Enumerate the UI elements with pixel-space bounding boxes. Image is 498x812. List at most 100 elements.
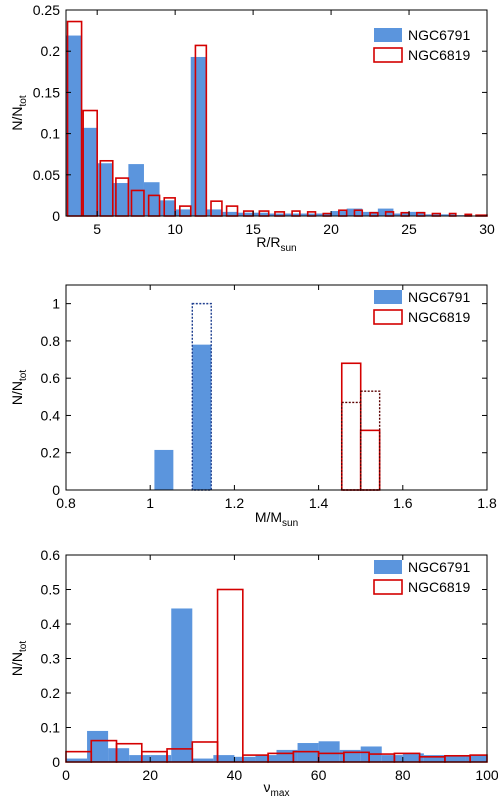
- bar-ngc6791-filled-1: [192, 344, 212, 490]
- x-tick-label: 25: [401, 221, 417, 237]
- y-tick-label: 0: [52, 754, 60, 770]
- y-tick-label: 0.4: [41, 616, 61, 632]
- x-tick-label: 100: [475, 767, 498, 783]
- legend: NGC6791 NGC6819: [373, 27, 470, 63]
- bar-ngc6791-filled-18: [444, 755, 466, 762]
- x-tick-label: 1.8: [477, 495, 497, 511]
- bar-ngc6791-filled-15: [381, 755, 403, 762]
- legend-swatch-ngc6819: [373, 47, 403, 63]
- bar-ngc6819-dotted-outline-0: [341, 401, 362, 491]
- y-tick-label: 0.15: [33, 84, 60, 100]
- x-tick-label: 1.4: [309, 495, 329, 511]
- bar-ngc6791-filled-8: [190, 56, 207, 216]
- bar-ngc6791-filled-1: [87, 730, 109, 762]
- y-tick-label: 0.3: [41, 651, 61, 667]
- y-tick-label: 0: [52, 208, 60, 224]
- bar-ngc6791-filled-1: [81, 127, 98, 216]
- y-tick-label: 0.5: [41, 582, 61, 598]
- bar-ngc6791-filled-12: [318, 741, 340, 762]
- bar-ngc6791-filled-19: [465, 755, 487, 762]
- x-axis-label: M/Msun: [255, 509, 298, 529]
- legend-label-ngc6791: NGC6791: [408, 559, 470, 575]
- chart-panel-3: 0 20 40 60 80 100 0 0.1 0.2 0.3 0.4 0.5 0.6 νmax N/Nto…: [9, 547, 498, 799]
- y-tick-label: 0.6: [41, 547, 61, 563]
- y-tick-label: 0: [52, 482, 60, 498]
- bar-ngc6791-filled-7: [213, 755, 235, 762]
- bar-ngc6791-filled-0: [66, 758, 88, 762]
- legend-label-ngc6819: NGC6819: [408, 579, 470, 595]
- legend-swatch-ngc6819: [373, 579, 403, 595]
- legend-label-ngc6791: NGC6791: [408, 289, 470, 305]
- x-tick-label: 10: [167, 221, 183, 237]
- y-tick-label: 0.1: [41, 720, 61, 736]
- x-tick-label: 80: [395, 767, 411, 783]
- bar-ngc6791-filled-0: [154, 449, 174, 490]
- bar-ngc6791-filled-5: [143, 182, 160, 216]
- bar-ngc6819-outline-1: [359, 429, 381, 491]
- x-tick-label: 15: [245, 221, 261, 237]
- x-tick-label: 1.2: [225, 495, 245, 511]
- bar-ngc6791-filled-10: [221, 211, 238, 216]
- legend-label-ngc6819: NGC6819: [408, 47, 470, 63]
- x-tick-label: 1.6: [393, 495, 413, 511]
- y-tick-label: 0.2: [41, 685, 61, 701]
- bar-ngc6791-filled-12: [253, 212, 269, 216]
- bar-ngc6791-filled-24: [440, 214, 456, 216]
- bar-ngc6791-filled-8: [234, 756, 256, 762]
- x-tick-label: 20: [142, 767, 158, 783]
- legend-swatch-ngc6791: [374, 560, 402, 574]
- x-tick-label: 20: [323, 221, 339, 237]
- bar-ngc6791-filled-3: [129, 755, 151, 762]
- legend-label-ngc6791: NGC6791: [408, 27, 470, 43]
- x-tick-label: 1: [146, 495, 154, 511]
- y-tick-label: 0.05: [33, 167, 60, 183]
- bar-ngc6791-filled-9: [255, 755, 277, 762]
- y-tick-label: 0.25: [33, 2, 60, 18]
- bar-ngc6791-filled-6: [159, 200, 176, 216]
- y-tick-label: 0.1: [41, 126, 61, 142]
- bar-ngc6819-outline-0: [340, 362, 362, 491]
- bar-ngc6791-filled-2: [108, 748, 130, 762]
- x-axis-label: R/Rsun: [256, 234, 296, 254]
- y-axis-label: N/Ntot: [9, 95, 29, 130]
- legend-swatch-ngc6791: [374, 28, 402, 42]
- bar-ngc6791-filled-7: [175, 209, 191, 216]
- legend-swatch-ngc6791: [374, 290, 402, 304]
- y-tick-label: 0.2: [41, 43, 61, 59]
- x-tick-label: 5: [93, 221, 101, 237]
- x-tick-label: 40: [227, 767, 243, 783]
- plot-frame: [65, 284, 488, 491]
- bar-ngc6819-dotted-outline-1: [360, 390, 381, 491]
- plot-frame: [65, 9, 488, 217]
- x-tick-label: 30: [479, 221, 495, 237]
- bar-ngc6791-filled-5: [171, 608, 193, 762]
- y-tick-label: 0.2: [41, 445, 61, 461]
- y-tick-label: 0.4: [41, 407, 61, 423]
- x-tick-label: 0: [62, 767, 70, 783]
- bar-ngc6791-filled-11: [297, 743, 319, 762]
- bar-ngc6791-filled-17: [423, 755, 445, 762]
- bar-ngc6791-filled-0: [66, 35, 82, 216]
- legend-label-ngc6819: NGC6819: [408, 309, 470, 325]
- bar-ngc6819-outline-6: [216, 588, 244, 763]
- y-tick-label: 0.8: [41, 333, 61, 349]
- bar-ngc6791-filled-4: [150, 755, 172, 762]
- chart-panel-2: 0.8 1 1.2 1.4 1.6 1.8 0 0.2 0.4 0.6 0.8 1 M/Msun N/Nt…: [9, 284, 497, 529]
- bar-ngc6791-filled-9: [206, 209, 222, 216]
- legend: NGC6791 NGC6819: [373, 289, 470, 325]
- y-tick-label: 0.6: [41, 370, 61, 386]
- bar-ngc6791-filled-11: [237, 212, 254, 216]
- y-tick-label: 1: [52, 296, 60, 312]
- x-tick-label: 0.8: [56, 495, 76, 511]
- x-axis-label: νmax: [264, 779, 290, 799]
- bar-ngc6791-filled-13: [268, 213, 285, 216]
- bar-ngc6791-filled-6: [192, 758, 214, 762]
- chart-panel-1: 5 10 15 20 25 30 0 0.05 0.1 0.15 0.2 0.25 R/Rsun N/Nt…: [9, 2, 495, 254]
- y-axis-label: N/Ntot: [9, 370, 29, 405]
- x-tick-label: 60: [311, 767, 327, 783]
- y-axis-label: N/Ntot: [9, 641, 29, 676]
- bar-ngc6791-filled-16: [402, 753, 424, 762]
- legend-swatch-ngc6819: [373, 309, 403, 325]
